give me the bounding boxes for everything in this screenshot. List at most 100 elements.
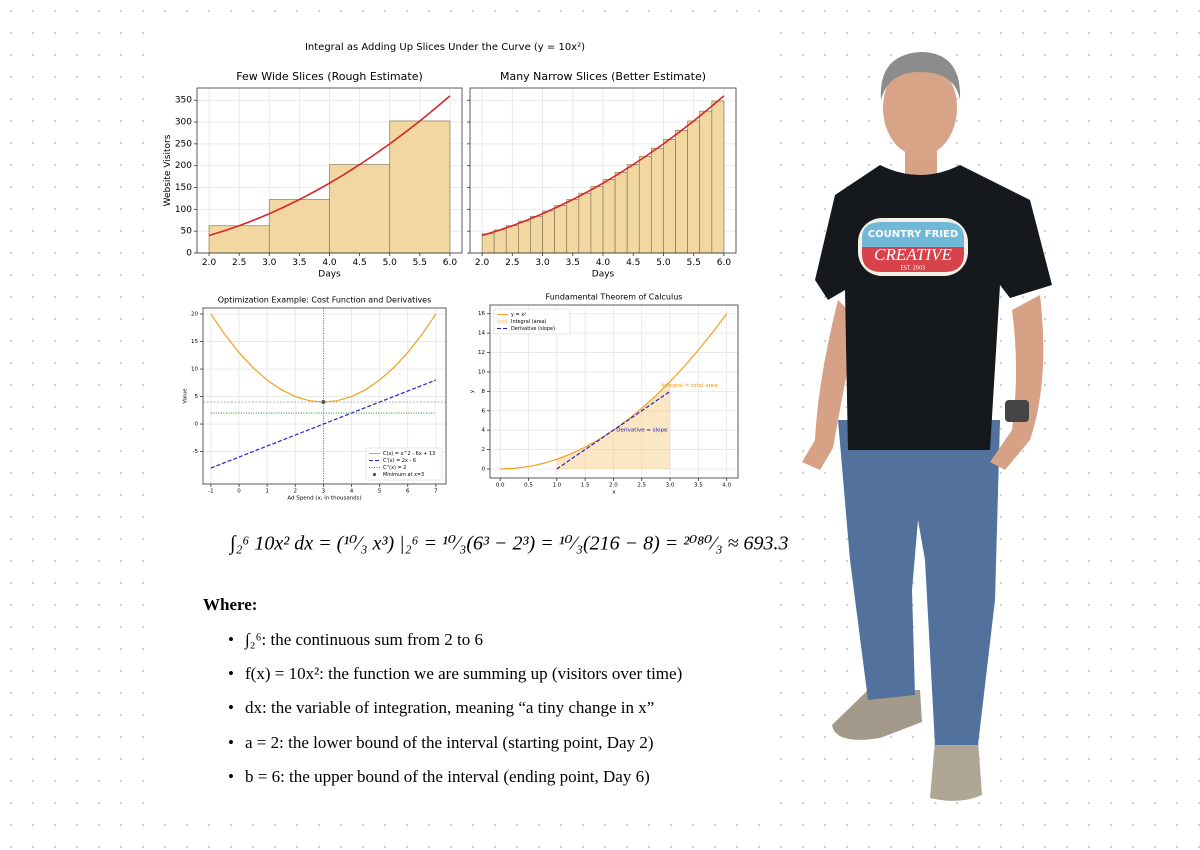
y-tick-label: -5 xyxy=(193,449,199,455)
bar xyxy=(505,225,519,254)
where-list: • ∫₂⁶: the continuous sum from 2 to 6 • … xyxy=(228,630,682,786)
y-axis-label: y xyxy=(469,389,475,393)
y-tick-label: 10 xyxy=(191,367,198,373)
x-tick-label: 2.0 xyxy=(475,258,490,268)
x-tick-label: 2.5 xyxy=(505,258,519,268)
bullet: • xyxy=(228,733,234,752)
x-tick-label: 1 xyxy=(265,488,269,494)
line xyxy=(208,95,451,237)
x-tick-label: 0 xyxy=(237,488,241,494)
bar xyxy=(566,199,580,254)
axes-frame xyxy=(489,304,739,479)
x-tick-label: 3.5 xyxy=(694,482,703,488)
shoe xyxy=(930,740,982,801)
y-tick-label: 8 xyxy=(482,389,486,395)
line xyxy=(556,390,671,470)
chart-title: Many Narrow Slices (Better Estimate) xyxy=(500,70,706,83)
x-tick-label: 5.0 xyxy=(383,258,398,268)
bar xyxy=(268,199,330,254)
y-axis-label: Website Visitors xyxy=(163,134,173,206)
y-tick-label: 0 xyxy=(482,466,486,472)
arm xyxy=(802,300,858,470)
y-tick-label: 10 xyxy=(478,369,485,375)
logo-text: EST. 2003 xyxy=(901,266,926,272)
x-tick-label: 3.0 xyxy=(666,482,675,488)
bar xyxy=(602,179,616,254)
x-tick-label: 2 xyxy=(294,488,298,494)
logo-text: CREATIVE xyxy=(874,245,952,264)
y-tick-label: 5 xyxy=(195,394,199,400)
x-tick-label: 0.0 xyxy=(496,482,505,488)
y-tick-label: 16 xyxy=(478,311,485,317)
x-tick-label: 4.5 xyxy=(352,258,366,268)
bar xyxy=(614,171,628,254)
y-tick-label: 50 xyxy=(181,227,193,237)
y-tick-label: 4 xyxy=(482,428,486,434)
x-tick-label: 7 xyxy=(434,488,438,494)
arm xyxy=(990,295,1044,470)
y-axis-label: Value xyxy=(182,388,188,404)
x-tick-label: 5.0 xyxy=(656,258,671,268)
bar xyxy=(389,120,451,254)
y-tick-label: 14 xyxy=(478,331,485,337)
x-tick-label: 3.0 xyxy=(262,258,277,268)
where-heading: Where: xyxy=(203,595,257,614)
x-axis-label: Days xyxy=(318,270,341,280)
x-tick-label: 3 xyxy=(322,488,326,494)
x-tick-label: 6 xyxy=(406,488,410,494)
legend-swatch xyxy=(497,319,508,324)
x-tick-label: 2.0 xyxy=(609,482,618,488)
chart-title: Few Wide Slices (Rough Estimate) xyxy=(236,70,423,83)
watch xyxy=(1005,400,1029,422)
bar xyxy=(626,164,640,254)
legend-swatch xyxy=(372,472,377,477)
bar xyxy=(208,225,270,254)
bar xyxy=(493,229,507,254)
where-item: a = 2: the lower bound of the interval (… xyxy=(245,733,654,752)
bar xyxy=(675,130,688,254)
bar xyxy=(554,205,568,254)
x-tick-label: 2.0 xyxy=(202,258,217,268)
bar xyxy=(711,100,725,254)
bar xyxy=(542,210,555,254)
shoe xyxy=(832,690,922,740)
y-tick-label: 0 xyxy=(195,422,199,428)
bar xyxy=(481,233,495,254)
y-tick-label: 200 xyxy=(175,161,192,171)
where-item: ∫₂⁶: the continuous sum from 2 to 6 xyxy=(244,630,483,650)
y-tick-label: 2 xyxy=(482,447,486,453)
x-tick-label: 6.0 xyxy=(443,258,458,268)
y-tick-label: 0 xyxy=(186,249,192,259)
logo-top xyxy=(862,222,964,247)
line xyxy=(210,379,437,469)
bullet: • xyxy=(228,698,234,717)
y-tick-label: 20 xyxy=(191,312,198,318)
x-tick-label: 2.5 xyxy=(232,258,246,268)
equation: ∫₂⁶ 10x² dx = (¹⁰⁄₃ x³) |₂⁶ = ¹⁰⁄₃(6³ − … xyxy=(228,533,789,556)
y-tick-label: 15 xyxy=(191,339,198,345)
bullet: • xyxy=(228,664,234,683)
where-item: b = 6: the upper bound of the interval (… xyxy=(245,767,650,786)
bar xyxy=(699,110,713,254)
bullet: • xyxy=(228,630,234,649)
x-tick-label: 5 xyxy=(378,488,382,494)
axes-frame xyxy=(202,307,447,485)
bar xyxy=(663,139,676,254)
axes-frame xyxy=(196,87,463,254)
y-tick-label: 150 xyxy=(175,183,192,193)
y-tick-label: 6 xyxy=(482,408,486,414)
y-tick-label: 12 xyxy=(478,350,485,356)
line xyxy=(481,95,725,237)
x-tick-label: 5.5 xyxy=(687,258,701,268)
legend-label: Derivative (slope) xyxy=(511,326,555,332)
bullet: • xyxy=(228,767,234,786)
chart-title: Optimization Example: Cost Function and … xyxy=(218,296,432,305)
x-axis-label: x xyxy=(612,490,616,496)
bar xyxy=(687,120,701,254)
y-tick-label: 350 xyxy=(175,96,192,106)
legend-label: C(x) = x^2 - 6x + 13 xyxy=(383,451,435,457)
x-tick-label: 3.5 xyxy=(566,258,580,268)
x-tick-label: 5.5 xyxy=(413,258,427,268)
x-tick-label: 6.0 xyxy=(717,258,732,268)
legend-label: y = x² xyxy=(511,312,526,318)
